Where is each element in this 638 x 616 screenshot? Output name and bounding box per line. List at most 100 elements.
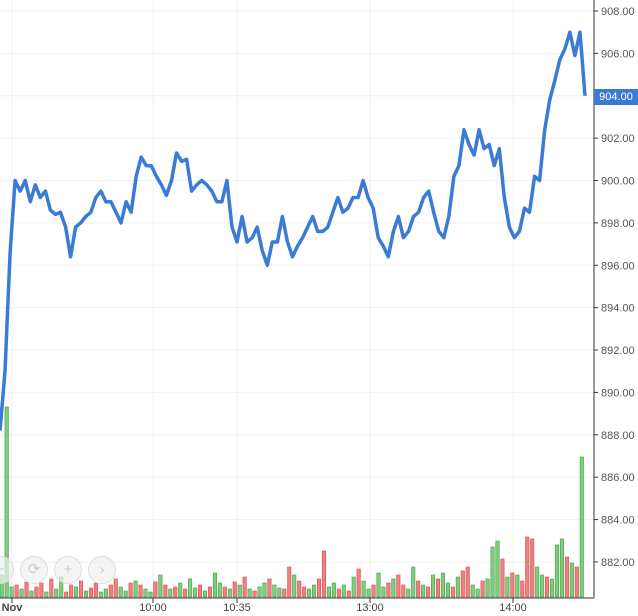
y-axis-ticks: 908.00 906.00 902.00 900.00 898.00 896.00 894.… xyxy=(594,6,635,569)
volume-bar xyxy=(564,556,569,598)
volume-bar xyxy=(49,578,54,598)
price-line xyxy=(0,30,587,431)
volume-bar xyxy=(440,572,445,598)
volume-bar xyxy=(346,590,351,598)
volume-bar xyxy=(331,582,336,598)
volume-bar xyxy=(545,576,550,598)
volume-bar xyxy=(83,590,89,598)
y-tick-label: 906.00 xyxy=(601,48,635,60)
y-tick-label: 882.00 xyxy=(601,557,635,569)
volume-bar xyxy=(416,580,421,598)
volume-bar xyxy=(103,588,108,598)
volume-bar xyxy=(14,584,19,598)
volume-bar xyxy=(79,580,84,598)
scroll-right-button[interactable]: › xyxy=(88,556,116,584)
volume-bar xyxy=(212,572,217,598)
y-tick-label: 902.00 xyxy=(601,133,635,145)
volume-bar xyxy=(148,591,153,598)
volume-bar xyxy=(64,591,69,598)
volume-bar xyxy=(391,578,396,598)
volume-bar xyxy=(515,574,520,598)
volume-bar xyxy=(272,584,277,598)
volume-bar xyxy=(193,587,198,598)
volume-bar xyxy=(302,586,307,598)
volume-bar xyxy=(39,582,44,598)
volume-bar xyxy=(361,580,366,598)
volume-bar xyxy=(525,536,530,598)
volume-bar xyxy=(559,538,564,598)
volume-bar xyxy=(19,588,24,598)
volume-bar xyxy=(93,582,98,598)
volume-bar xyxy=(108,584,113,598)
volume-bar xyxy=(450,586,455,598)
volume-bar xyxy=(123,590,128,598)
volume-bar xyxy=(411,566,416,598)
volume-bar xyxy=(247,588,252,598)
volume-bar xyxy=(227,588,232,598)
volume-bar xyxy=(74,586,79,598)
x-axis-ticks: Nov 10:00 10:35 13:00 14:00 xyxy=(2,598,527,614)
volume-bar xyxy=(475,588,480,598)
volume-bar xyxy=(435,578,441,598)
volume-bar xyxy=(549,578,555,598)
volume-bar xyxy=(460,570,465,598)
volume-bar xyxy=(401,584,406,598)
volume-bar xyxy=(510,572,515,598)
volume-bar xyxy=(9,586,14,598)
volume-bar xyxy=(168,588,173,598)
volume-bar xyxy=(98,591,103,598)
volume-bar xyxy=(579,456,584,598)
volume-bar xyxy=(69,584,74,598)
volume-bar xyxy=(569,562,574,598)
volume-bar xyxy=(530,538,535,598)
volume-bar xyxy=(217,582,222,598)
volume-bar xyxy=(4,406,9,598)
volume-bar xyxy=(455,576,460,598)
zoom-in-button[interactable]: + xyxy=(54,556,82,584)
volume-bar xyxy=(321,550,327,598)
volume-bar xyxy=(535,566,540,598)
volume-bar xyxy=(29,590,34,598)
last-price-label: 904.00 xyxy=(594,89,638,105)
volume-bar xyxy=(143,588,148,598)
volume-bar xyxy=(133,580,138,598)
volume-bar xyxy=(326,586,331,598)
volume-bar xyxy=(426,586,431,598)
volume-bar xyxy=(188,578,193,598)
volume-bar xyxy=(163,584,168,598)
volume-bar xyxy=(371,584,376,598)
y-tick-label: 894.00 xyxy=(601,303,635,315)
y-tick-label: 892.00 xyxy=(601,345,635,357)
volume-bar xyxy=(237,584,242,598)
volume-bar xyxy=(297,580,302,598)
volume-bar xyxy=(500,558,505,598)
volume-bar xyxy=(341,584,346,598)
volume-bar xyxy=(386,582,391,598)
volume-bar xyxy=(207,586,212,598)
volume-bar xyxy=(445,582,450,598)
volume-bar xyxy=(554,544,560,598)
x-tick-label: 10:35 xyxy=(223,602,251,614)
volume-bar xyxy=(24,581,29,598)
y-tick-label: 890.00 xyxy=(601,387,635,399)
volume-bar xyxy=(495,540,500,598)
reset-zoom-button[interactable]: ⟳ xyxy=(20,556,48,584)
y-tick-label: 900.00 xyxy=(601,176,635,188)
volume-bar xyxy=(44,591,49,598)
y-tick-label: 908.00 xyxy=(601,6,635,18)
volume-bar xyxy=(282,588,287,598)
volume-bars xyxy=(0,406,584,598)
volume-bar xyxy=(540,574,545,598)
volume-bar xyxy=(267,578,272,598)
y-tick-label: 898.00 xyxy=(601,218,635,230)
volume-bar xyxy=(34,586,39,598)
volume-bar xyxy=(421,584,426,598)
volume-bar xyxy=(183,588,188,598)
volume-bar xyxy=(202,590,208,598)
volume-bar xyxy=(505,576,510,598)
volume-bar xyxy=(118,586,123,598)
volume-bar xyxy=(252,590,257,598)
volume-bar xyxy=(381,586,386,598)
volume-bar xyxy=(292,574,297,598)
